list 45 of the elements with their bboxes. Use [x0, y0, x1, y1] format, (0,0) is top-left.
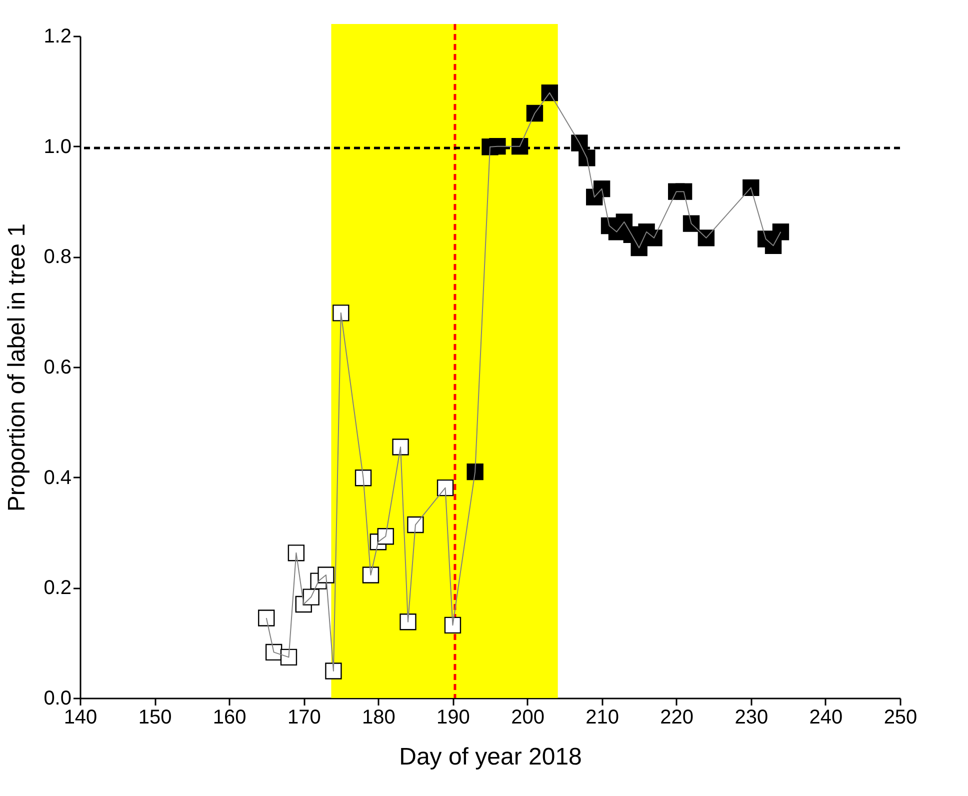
y-tick-label: 0.8	[44, 246, 72, 268]
point	[593, 180, 610, 198]
y-tick-label: 0.2	[44, 577, 72, 600]
point	[400, 614, 416, 630]
point	[444, 616, 462, 634]
point	[511, 138, 528, 155]
point	[742, 179, 760, 196]
point	[407, 516, 424, 534]
point	[675, 183, 692, 200]
point	[698, 230, 715, 246]
x-tick-label: 160	[212, 706, 246, 728]
x-tick-label: 210	[586, 706, 620, 728]
point	[571, 134, 588, 152]
y-tick-label: 1.0	[44, 136, 72, 158]
x-tick-label: 220	[660, 706, 694, 728]
x-tick-label: 180	[362, 706, 396, 728]
point	[436, 479, 454, 496]
point	[466, 463, 484, 480]
point	[772, 223, 790, 240]
x-tick-label: 150	[138, 706, 172, 728]
x-tick-label: 240	[809, 706, 843, 728]
y-tick-label: 0.0	[44, 688, 72, 710]
point	[682, 215, 700, 232]
point	[377, 528, 394, 545]
x-tick-label: 230	[734, 706, 768, 728]
y-tick-label: 0.6	[44, 356, 72, 378]
point	[332, 304, 350, 322]
point	[325, 662, 342, 680]
point	[392, 438, 409, 456]
x-axis-title: Day of year 2018	[399, 744, 582, 770]
y-tick-label: 0.4	[44, 466, 72, 489]
point	[354, 470, 372, 486]
x-tick-label: 250	[884, 706, 918, 728]
x-tick-label: 200	[511, 706, 544, 728]
y-tick-label: 1.2	[44, 26, 72, 48]
point	[646, 230, 662, 246]
point	[578, 150, 596, 166]
point	[362, 566, 380, 584]
y-axis-title: Proportion of label in tree 1	[4, 223, 31, 512]
point	[526, 104, 544, 122]
x-tick-label: 170	[287, 706, 321, 728]
point	[489, 138, 506, 155]
point	[541, 84, 558, 102]
x-tick-label: 190	[436, 706, 470, 728]
x-tick-label: 140	[64, 706, 98, 728]
